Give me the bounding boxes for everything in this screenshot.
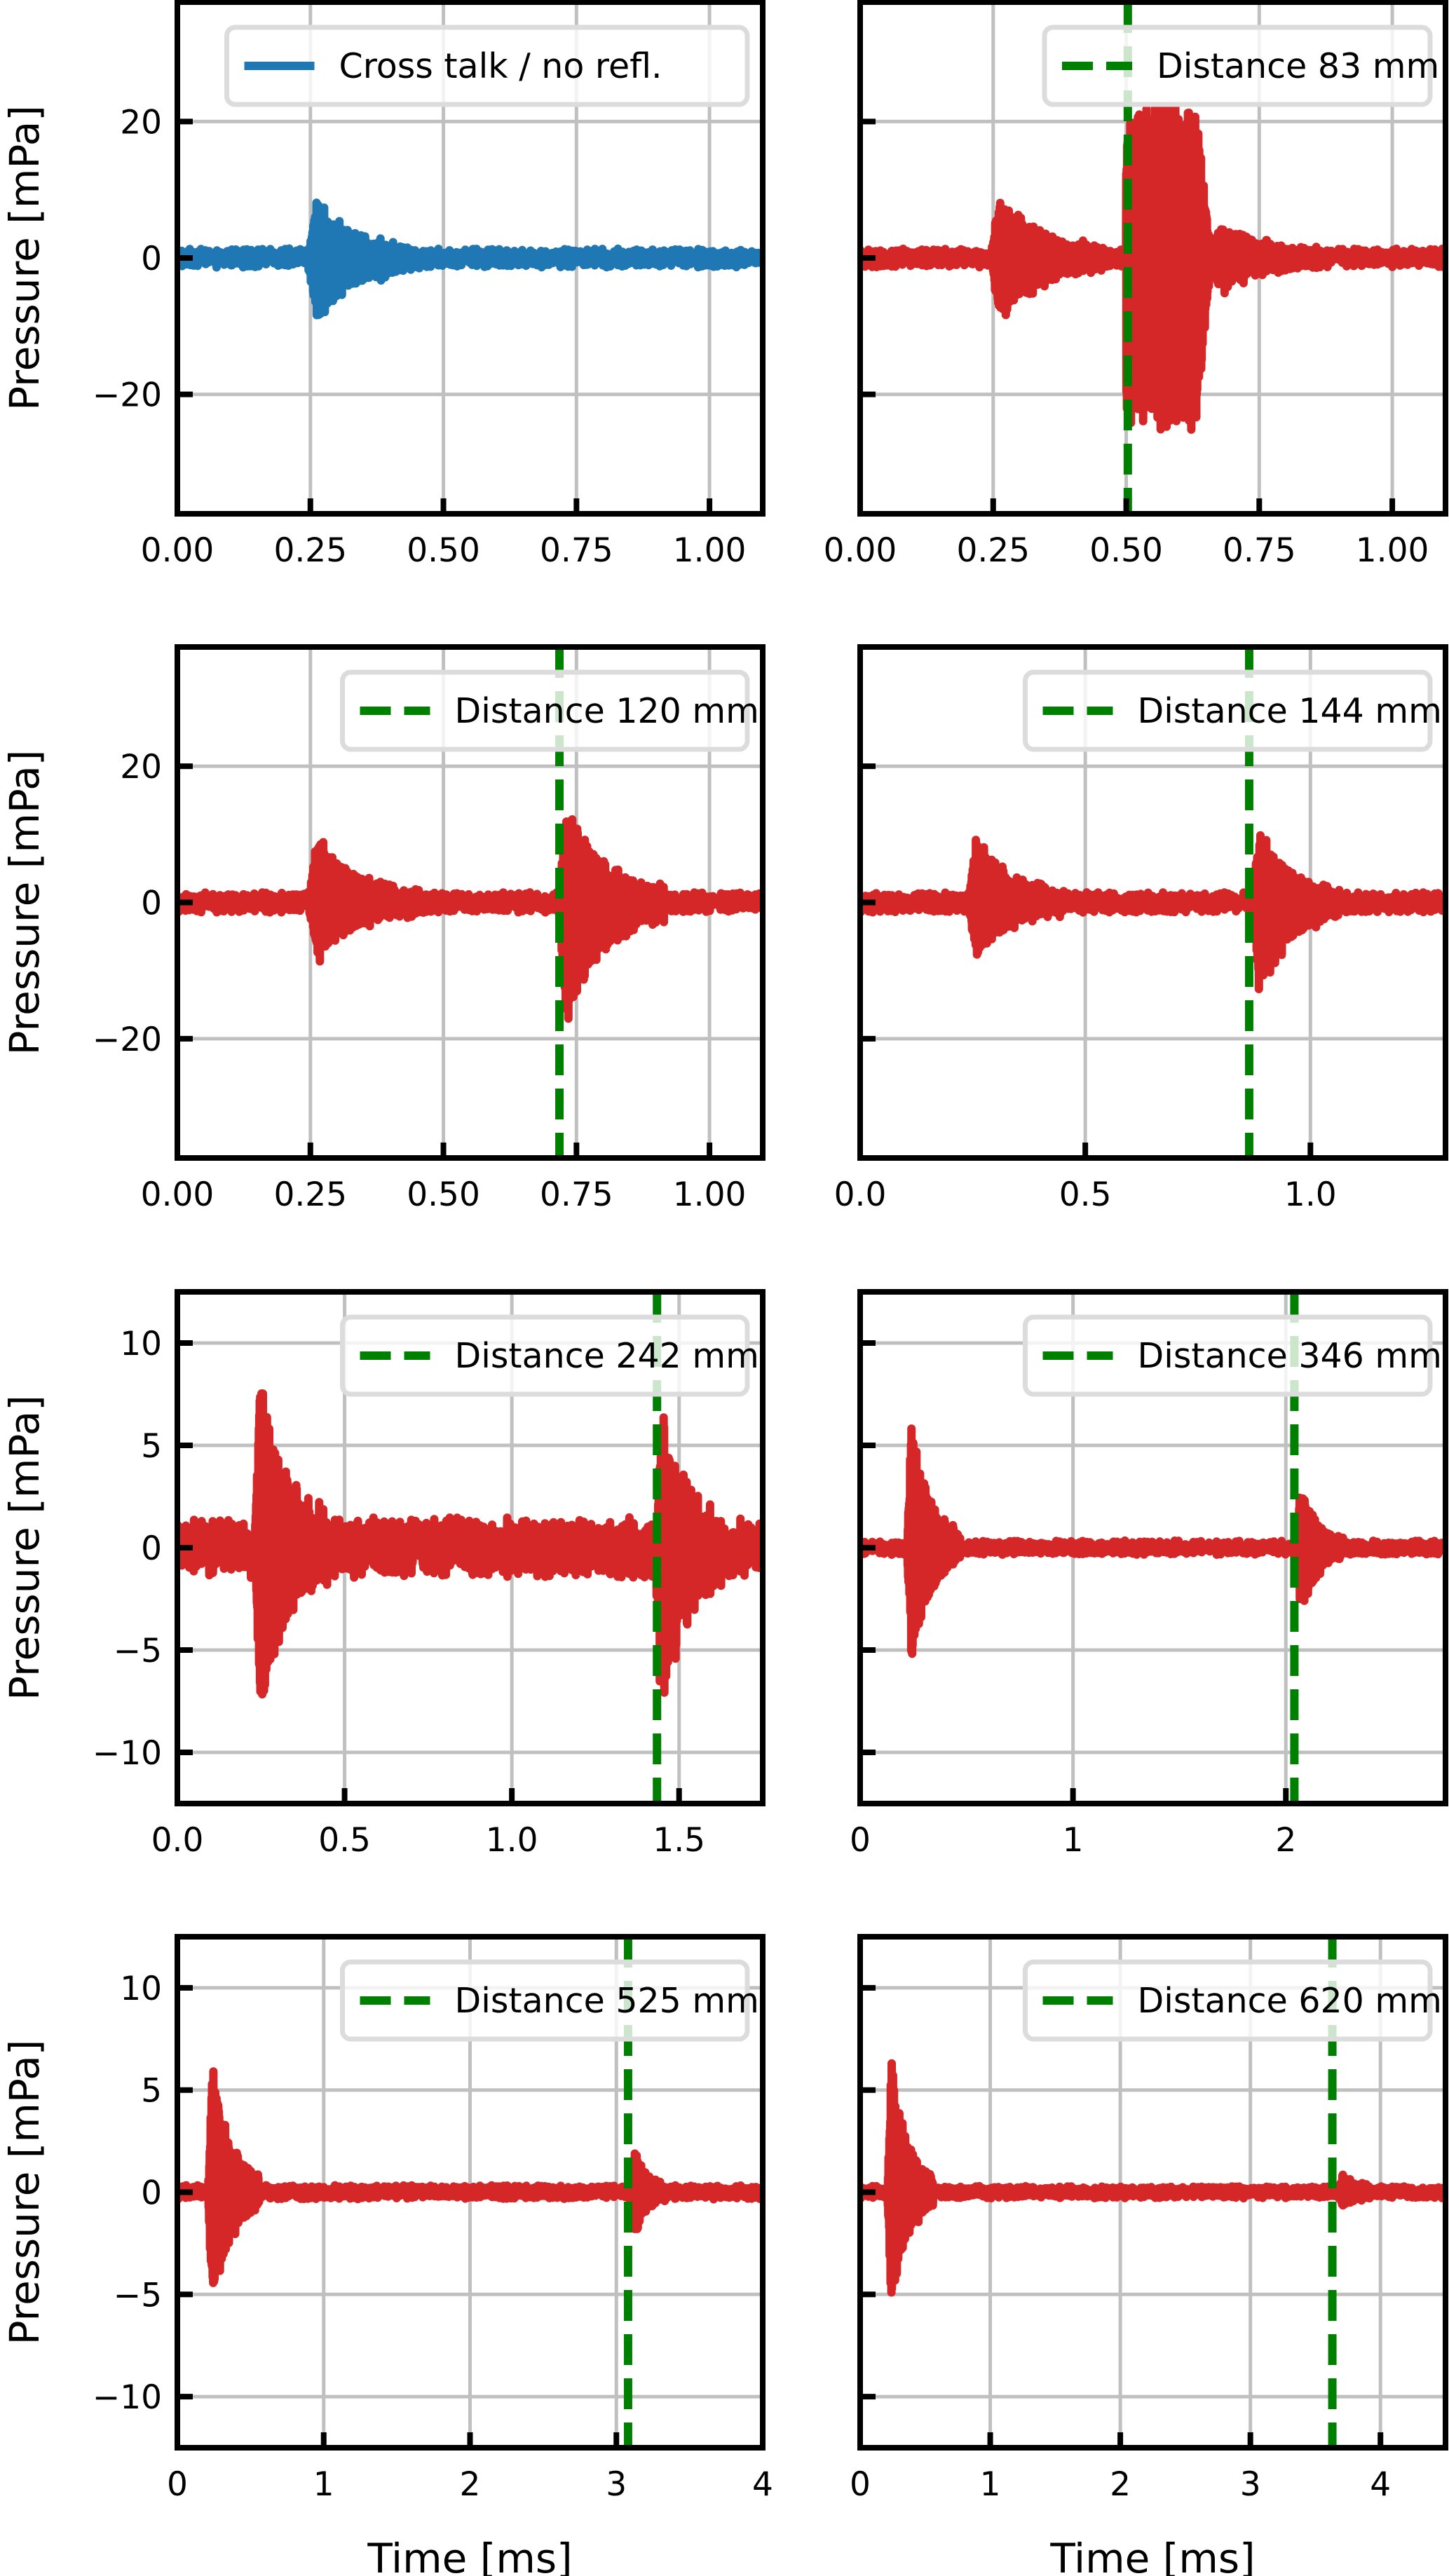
legend: Distance 346 mm (1023, 1314, 1442, 1397)
legend-box (1023, 669, 1433, 752)
y-axis-label: Pressure [mPa] (1, 750, 48, 1056)
y-axis-label: Pressure [mPa] (1, 105, 48, 411)
y-tick-label: −10 (93, 2378, 162, 2417)
x-tick-label: 0.25 (956, 531, 1030, 570)
x-tick-label: 0 (850, 1821, 871, 1860)
y-tick-label: 10 (120, 1970, 162, 2008)
legend-label: Cross talk / no refl. (339, 46, 662, 86)
x-tick-label: 0.0 (151, 1821, 204, 1860)
y-axis-label: Pressure [mPa] (1, 1395, 48, 1701)
legend-label: Distance 144 mm (1138, 691, 1442, 731)
y-tick-label: 0 (141, 1529, 162, 1568)
x-tick-label: 0 (850, 2465, 871, 2504)
signal-trace (177, 815, 763, 1023)
legend-label: Distance 83 mm (1157, 46, 1439, 86)
y-axis-label: Pressure [mPa] (1, 2040, 48, 2345)
y-tick-label: −20 (93, 376, 162, 415)
x-tick-label: 1.5 (653, 1821, 705, 1860)
x-tick-label: 0.5 (1059, 1175, 1112, 1214)
legend: Distance 120 mm (340, 669, 759, 752)
legend-box (224, 25, 750, 107)
x-tick-label: 0.0 (834, 1175, 887, 1214)
legend: Distance 83 mm (1042, 25, 1439, 107)
legend-label: Distance 242 mm (455, 1336, 759, 1376)
x-tick-label: 2 (1275, 1821, 1296, 1860)
signal-trace (177, 2067, 763, 2287)
x-axis-label: Time [ms] (1049, 2535, 1255, 2576)
subplot-row2-right: 0.0 0.5 1.0 Distance 144 mm (834, 644, 1448, 1214)
x-tick-label: 0.50 (407, 1175, 480, 1214)
subplot-row4-left: 0 1 2 3 4 10 5 0 −5 −10 Pressure [mPa] Time [ms] Dis… (1, 1934, 773, 2576)
x-tick-label: 0.50 (1089, 531, 1163, 570)
y-tick-label: 20 (120, 748, 162, 786)
legend-label: Distance 346 mm (1138, 1336, 1442, 1376)
x-tick-label: 0.00 (824, 531, 897, 570)
x-tick-label: 1 (1063, 1821, 1084, 1860)
y-tick-label: 20 (120, 103, 162, 142)
x-tick-label: 0.50 (407, 531, 480, 570)
x-tick-label: 0.25 (273, 531, 347, 570)
signal-trace (860, 831, 1445, 993)
legend: Distance 144 mm (1023, 669, 1442, 752)
x-tick-label: 1.00 (673, 531, 747, 570)
x-tick-label: 0.5 (318, 1821, 371, 1860)
legend-box (1023, 1959, 1433, 2042)
x-tick-label: 1.00 (1356, 531, 1429, 570)
legend: Cross talk / no refl. (224, 25, 750, 107)
x-tick-label: 1.0 (486, 1821, 538, 1860)
signal-trace (860, 2059, 1445, 2297)
x-tick-label: 0.75 (540, 1175, 613, 1214)
legend-label: Distance 120 mm (455, 691, 759, 731)
x-axis-label: Time [ms] (367, 2535, 572, 2576)
x-tick-label: 0.00 (141, 1175, 215, 1214)
legend-box (340, 669, 750, 752)
subplot-row3-left: 0.0 0.5 1.0 1.5 10 5 0 −5 −10 Pressure [mPa] Dista… (1, 1289, 766, 1860)
subplot-row1-right: 0.00 0.25 0.50 0.75 1.00 Distance 83 mm (824, 0, 1448, 570)
signal-trace (177, 1389, 763, 1699)
legend: Distance 525 mm (340, 1959, 759, 2042)
x-tick-label: 0.75 (1223, 531, 1296, 570)
x-tick-label: 0.75 (540, 531, 613, 570)
y-tick-label: −20 (93, 1021, 162, 1059)
x-tick-label: 3 (1240, 2465, 1261, 2504)
legend-box (340, 1314, 750, 1397)
x-tick-label: 1.0 (1284, 1175, 1337, 1214)
y-tick-label: 0 (141, 240, 162, 278)
y-tick-label: 10 (120, 1325, 162, 1363)
subplot-row4-right: 0 1 2 3 4 Time [ms] Distance 620 mm (850, 1934, 1448, 2576)
legend: Distance 620 mm (1023, 1959, 1442, 2042)
signal-trace (860, 102, 1445, 434)
legend-label: Distance 525 mm (455, 1981, 759, 2021)
x-tick-label: 1.00 (673, 1175, 747, 1214)
x-tick-label: 0.00 (141, 531, 215, 570)
subplot-row2-left: 0.00 0.25 0.50 0.75 1.00 20 0 −20 Pressure [mPa]… (1, 644, 766, 1214)
y-tick-label: 5 (141, 1427, 162, 1466)
legend-box (1042, 25, 1433, 107)
x-tick-label: 3 (606, 2465, 627, 2504)
y-tick-label: 0 (141, 2174, 162, 2213)
x-tick-label: 1 (313, 2465, 334, 2504)
signal-trace (860, 1424, 1445, 1658)
x-tick-label: 4 (752, 2465, 773, 2504)
y-tick-label: 5 (141, 2072, 162, 2111)
x-tick-label: 4 (1370, 2465, 1391, 2504)
subplot-row3-right: 0 1 2 Distance 346 mm (850, 1289, 1448, 1860)
y-tick-label: 0 (141, 885, 162, 923)
legend-label: Distance 620 mm (1138, 1981, 1442, 2021)
x-tick-label: 2 (1110, 2465, 1131, 2504)
x-tick-label: 0.25 (273, 1175, 347, 1214)
legend: Distance 242 mm (340, 1314, 759, 1397)
legend-box (1023, 1314, 1433, 1397)
x-tick-label: 2 (460, 2465, 481, 2504)
x-tick-label: 0 (167, 2465, 188, 2504)
y-tick-label: −10 (93, 1734, 162, 1773)
subplot-row1-left: 0.00 0.25 0.50 0.75 1.00 20 0 −20 Pressure [mPa]… (1, 0, 766, 570)
y-tick-label: −5 (114, 2276, 162, 2315)
x-tick-label: 1 (980, 2465, 1001, 2504)
signal-trace (177, 198, 763, 320)
legend-box (340, 1959, 750, 2042)
y-tick-label: −5 (114, 1632, 162, 1670)
